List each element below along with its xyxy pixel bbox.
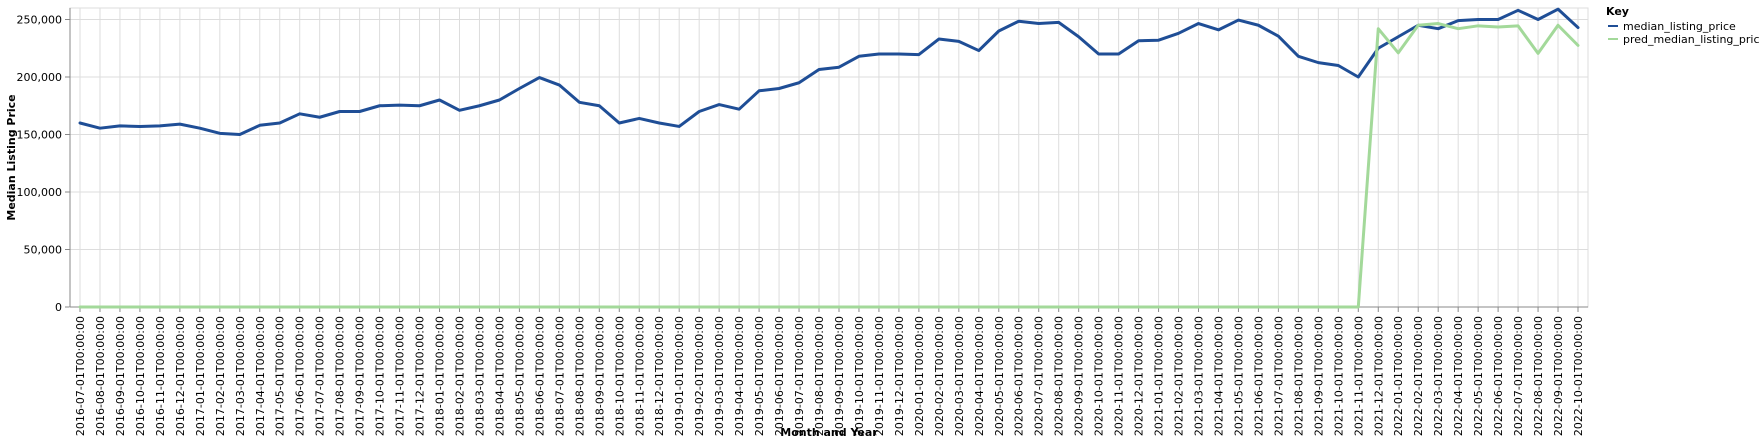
x-tick-label: 2016-09-01T00:00:00 bbox=[114, 316, 127, 436]
x-tick-label: 2022-04-01T00:00:00 bbox=[1452, 316, 1465, 436]
x-tick-label: 2018-11-01T00:00:00 bbox=[633, 316, 646, 436]
x-tick-label: 2022-08-01T00:00:00 bbox=[1532, 316, 1545, 436]
x-tick-label: 2017-02-01T00:00:00 bbox=[214, 316, 227, 436]
x-tick-label: 2022-06-01T00:00:00 bbox=[1492, 316, 1505, 436]
x-tick-label: 2021-12-01T00:00:00 bbox=[1372, 316, 1385, 436]
x-tick-label: 2018-07-01T00:00:00 bbox=[553, 316, 566, 436]
x-tick-label: 2016-07-01T00:00:00 bbox=[74, 316, 87, 436]
y-axis-title: Median Listing Price bbox=[5, 94, 18, 220]
x-tick-label: 2017-04-01T00:00:00 bbox=[254, 316, 267, 436]
x-tick-label: 2020-05-01T00:00:00 bbox=[993, 316, 1006, 436]
x-tick-label: 2018-03-01T00:00:00 bbox=[473, 316, 486, 436]
x-tick-label: 2016-11-01T00:00:00 bbox=[154, 316, 167, 436]
x-tick-label: 2017-11-01T00:00:00 bbox=[394, 316, 407, 436]
x-axis-title: Month and Year bbox=[780, 426, 878, 439]
x-tick-label: 2021-09-01T00:00:00 bbox=[1312, 316, 1325, 436]
x-tick-label: 2016-12-01T00:00:00 bbox=[174, 316, 187, 436]
x-tick-label: 2021-06-01T00:00:00 bbox=[1252, 316, 1265, 436]
x-tick-label: 2019-10-01T00:00:00 bbox=[853, 316, 866, 436]
x-tick-label: 2017-03-01T00:00:00 bbox=[234, 316, 247, 436]
x-tick-label: 2022-02-01T00:00:00 bbox=[1412, 316, 1425, 436]
x-tick-label: 2020-07-01T00:00:00 bbox=[1033, 316, 1046, 436]
y-tick-label: 200,000 bbox=[17, 71, 63, 84]
y-tick-label: 50,000 bbox=[24, 244, 63, 257]
x-tick-label: 2022-05-01T00:00:00 bbox=[1472, 316, 1485, 436]
x-tick-label: 2020-04-01T00:00:00 bbox=[973, 316, 986, 436]
x-tick-label: 2020-08-01T00:00:00 bbox=[1053, 316, 1066, 436]
x-tick-label: 2022-03-01T00:00:00 bbox=[1432, 316, 1445, 436]
x-tick-label: 2020-11-01T00:00:00 bbox=[1113, 316, 1126, 436]
x-tick-label: 2019-02-01T00:00:00 bbox=[693, 316, 706, 436]
legend-title: Key bbox=[1606, 5, 1629, 18]
legend: Key median_listing_pricepred_median_listi… bbox=[1606, 5, 1759, 46]
grid bbox=[70, 8, 1588, 308]
x-tick-label: 2018-02-01T00:00:00 bbox=[453, 316, 466, 436]
x-tick-label: 2020-06-01T00:00:00 bbox=[1013, 316, 1026, 436]
x-tick-label: 2018-12-01T00:00:00 bbox=[653, 316, 666, 436]
x-tick-label: 2019-01-01T00:00:00 bbox=[673, 316, 686, 436]
x-tick-label: 2019-04-01T00:00:00 bbox=[733, 316, 746, 436]
x-tick-label: 2020-02-01T00:00:00 bbox=[933, 316, 946, 436]
x-tick-label: 2019-11-01T00:00:00 bbox=[873, 316, 886, 436]
x-tick-label: 2022-01-01T00:00:00 bbox=[1392, 316, 1405, 436]
series-line-pred-median-listing-price bbox=[78, 22, 1580, 309]
x-tick-label: 2019-12-01T00:00:00 bbox=[893, 316, 906, 436]
x-tick-label: 2019-09-01T00:00:00 bbox=[833, 316, 846, 436]
x-tick-label: 2021-01-01T00:00:00 bbox=[1153, 316, 1166, 436]
x-tick-label: 2022-07-01T00:00:00 bbox=[1512, 316, 1525, 436]
x-tick-label: 2022-09-01T00:00:00 bbox=[1552, 316, 1565, 436]
x-tick-label: 2022-10-01T00:00:00 bbox=[1572, 316, 1585, 436]
x-tick-label: 2020-03-01T00:00:00 bbox=[953, 316, 966, 436]
x-tick-label: 2018-06-01T00:00:00 bbox=[533, 316, 546, 436]
x-tick-label: 2018-10-01T00:00:00 bbox=[613, 316, 626, 436]
x-tick-label: 2018-09-01T00:00:00 bbox=[593, 316, 606, 436]
y-tick-label: 150,000 bbox=[17, 129, 63, 142]
x-tick-label: 2019-08-01T00:00:00 bbox=[813, 316, 826, 436]
x-tick-label: 2017-01-01T00:00:00 bbox=[194, 316, 207, 436]
x-tick-label: 2019-07-01T00:00:00 bbox=[793, 316, 806, 436]
y-tick-label: 100,000 bbox=[17, 186, 63, 199]
x-tick-label: 2019-03-01T00:00:00 bbox=[713, 316, 726, 436]
y-tick-label: 250,000 bbox=[17, 14, 63, 27]
x-tick-label: 2017-12-01T00:00:00 bbox=[414, 316, 427, 436]
x-tick-label: 2018-04-01T00:00:00 bbox=[493, 316, 506, 436]
x-tick-label: 2021-08-01T00:00:00 bbox=[1292, 316, 1305, 436]
x-tick-label: 2017-05-01T00:00:00 bbox=[274, 316, 287, 436]
x-tick-label: 2019-05-01T00:00:00 bbox=[753, 316, 766, 436]
x-tick-label: 2017-07-01T00:00:00 bbox=[314, 316, 327, 436]
x-tick-label: 2016-08-01T00:00:00 bbox=[94, 316, 107, 436]
x-tick-label: 2021-04-01T00:00:00 bbox=[1212, 316, 1225, 436]
x-tick-label: 2021-03-01T00:00:00 bbox=[1193, 316, 1206, 436]
x-tick-label: 2017-10-01T00:00:00 bbox=[374, 316, 387, 436]
x-tick-label: 2019-06-01T00:00:00 bbox=[773, 316, 786, 436]
x-tick-label: 2018-01-01T00:00:00 bbox=[434, 316, 447, 436]
x-tick-label: 2020-10-01T00:00:00 bbox=[1093, 316, 1106, 436]
x-tick-label: 2021-07-01T00:00:00 bbox=[1272, 316, 1285, 436]
x-tick-label: 2020-09-01T00:00:00 bbox=[1073, 316, 1086, 436]
x-tick-label: 2021-02-01T00:00:00 bbox=[1173, 316, 1186, 436]
x-tick-label: 2021-05-01T00:00:00 bbox=[1232, 316, 1245, 436]
y-tick-label: 0 bbox=[55, 301, 62, 314]
x-tick-label: 2018-08-01T00:00:00 bbox=[573, 316, 586, 436]
x-tick-label: 2021-11-01T00:00:00 bbox=[1352, 316, 1365, 436]
x-tick-label: 2017-09-01T00:00:00 bbox=[354, 316, 367, 436]
x-tick-label: 2021-10-01T00:00:00 bbox=[1332, 316, 1345, 436]
x-tick-label: 2017-06-01T00:00:00 bbox=[294, 316, 307, 436]
x-tick-label: 2017-08-01T00:00:00 bbox=[334, 316, 347, 436]
x-tick-label: 2016-10-01T00:00:00 bbox=[134, 316, 147, 436]
x-tick-label: 2020-01-01T00:00:00 bbox=[913, 316, 926, 436]
series-line-median-listing-price bbox=[78, 7, 1580, 136]
legend-label: pred_median_listing_price bbox=[1623, 33, 1759, 46]
x-tick-label: 2018-05-01T00:00:00 bbox=[513, 316, 526, 436]
x-tick-label: 2020-12-01T00:00:00 bbox=[1133, 316, 1146, 436]
legend-label: median_listing_price bbox=[1623, 20, 1736, 33]
